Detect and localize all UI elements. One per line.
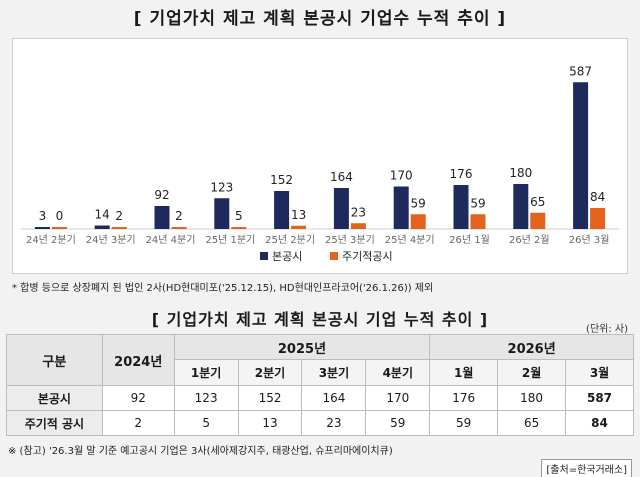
table-cell: 176	[429, 385, 499, 411]
x-tick-label: 24년 4분기	[146, 234, 196, 246]
table-cell: 59	[365, 410, 431, 436]
data-label: 0	[56, 209, 64, 223]
data-table: 구분 2024년 2025년 2026년 1분기 2분기 3분기 4분기 1월 …	[6, 334, 634, 436]
bar-periodic	[231, 227, 247, 229]
table-cell: 170	[365, 385, 431, 411]
chart-title: [ 기업가치 제고 계획 본공시 기업수 누적 추이 ]	[133, 9, 507, 29]
bar-periodic	[111, 227, 127, 229]
x-tick-label: 25년 2분기	[265, 234, 315, 246]
data-label: 180	[509, 166, 532, 180]
table-cell: 84	[565, 410, 634, 436]
x-tick-label: 26년 2월	[509, 234, 550, 246]
table-cell: 123	[173, 385, 239, 411]
data-label: 176	[450, 167, 473, 181]
data-label: 587	[569, 64, 592, 78]
data-label: 5	[235, 209, 243, 223]
legend-swatch-primary	[260, 252, 268, 260]
bar-primary	[34, 227, 50, 229]
table-cell: 65	[497, 410, 567, 436]
unit-label: (단위: 사)	[586, 324, 628, 335]
table-cell: 13	[237, 410, 303, 436]
bar-primary	[94, 225, 110, 229]
x-tick-label: 25년 3분기	[325, 234, 375, 246]
data-label: 13	[291, 208, 306, 222]
bar-primary	[453, 185, 469, 229]
subheader-feb: 2월	[497, 359, 567, 386]
legend-label: 본공시	[272, 250, 302, 263]
legend: 본공시 주기적공시	[260, 250, 393, 263]
bar-primary	[513, 184, 529, 229]
x-tick-label: 25년 4분기	[385, 234, 435, 246]
table-cell: 164	[301, 385, 367, 411]
data-label: 65	[530, 195, 545, 209]
bar-periodic	[350, 223, 366, 229]
bar-primary	[154, 206, 170, 229]
header-2024: 2024년	[101, 334, 175, 386]
chart-footnote: * 합병 등으로 상장폐지 된 법인 2사(HD현대미포('25.12.15),…	[12, 283, 434, 294]
legend-swatch-periodic	[330, 252, 338, 260]
header-2026: 2026년	[429, 334, 634, 360]
bar-periodic	[291, 225, 307, 229]
table-title: [ 기업가치 제고 계획 본공시 기업 누적 추이 ]	[151, 310, 489, 329]
data-label: 84	[590, 190, 605, 204]
x-tick-label: 26년 1월	[449, 234, 490, 246]
table-cell: 2	[101, 410, 175, 436]
bar-primary	[214, 198, 230, 229]
bar-primary	[573, 82, 589, 229]
bar-periodic	[410, 214, 426, 229]
table-cell: 23	[301, 410, 367, 436]
subheader-q3: 3분기	[301, 359, 367, 386]
header-gubun: 구분	[6, 334, 103, 386]
subheader-jan: 1월	[429, 359, 499, 386]
bar-periodic	[470, 214, 486, 229]
bar-periodic	[530, 212, 546, 229]
bar-periodic	[590, 208, 606, 229]
table-cell: 92	[101, 385, 175, 411]
data-label: 3	[39, 209, 47, 223]
data-label: 170	[390, 169, 413, 183]
subheader-q2: 2분기	[237, 359, 303, 386]
data-label: 123	[210, 180, 233, 194]
data-label: 2	[115, 209, 123, 223]
bar-periodic	[51, 227, 67, 229]
data-label: 164	[330, 170, 353, 184]
table-cell: 152	[237, 385, 303, 411]
data-label: 92	[154, 188, 169, 202]
data-label: 59	[470, 196, 485, 210]
data-label: 23	[351, 205, 366, 219]
table-cell: 180	[497, 385, 567, 411]
chart-panel: 3 0 24년 2분기 14 2 24년 3분기 92 2 24년 4분기 123 5 25년 1분기…	[12, 38, 628, 274]
subheader-mar: 3월	[565, 359, 634, 386]
table-cell: 5	[173, 410, 239, 436]
table-row: 본공시 92 123 152 164 170 176 180 587	[6, 385, 634, 411]
data-label: 2	[175, 209, 183, 223]
row-label: 주기적 공시	[6, 410, 103, 436]
subheader-q4: 4분기	[365, 359, 431, 386]
bar-primary	[333, 188, 349, 229]
data-label: 152	[270, 173, 293, 187]
table-cell: 59	[429, 410, 499, 436]
x-tick-label: 24년 2분기	[26, 234, 76, 246]
bar-chart: 3 0 24년 2분기 14 2 24년 3분기 92 2 24년 4분기 123 5 25년 1분기…	[21, 64, 619, 263]
header-2025: 2025년	[173, 334, 431, 360]
table-footnote: ※ (참고) '26.3월 말 기준 예고공시 기업은 3사(세아제강지주, 태…	[8, 446, 393, 457]
x-tick-label: 26년 3월	[569, 234, 610, 246]
x-tick-label: 24년 3분기	[86, 234, 136, 246]
data-label: 14	[95, 208, 110, 222]
table-row: 주기적 공시 2 5 13 23 59 59 65 84	[6, 410, 634, 436]
subheader-q1: 1분기	[173, 359, 239, 386]
legend-label: 주기적공시	[342, 250, 393, 263]
bar-periodic	[171, 227, 187, 229]
row-label: 본공시	[6, 385, 103, 411]
bar-primary	[274, 191, 290, 229]
data-label: 59	[411, 196, 426, 210]
bar-primary	[393, 186, 409, 229]
x-tick-label: 25년 1분기	[205, 234, 255, 246]
source-label: [출처=한국거래소]	[541, 459, 632, 477]
table-cell: 587	[565, 385, 634, 411]
